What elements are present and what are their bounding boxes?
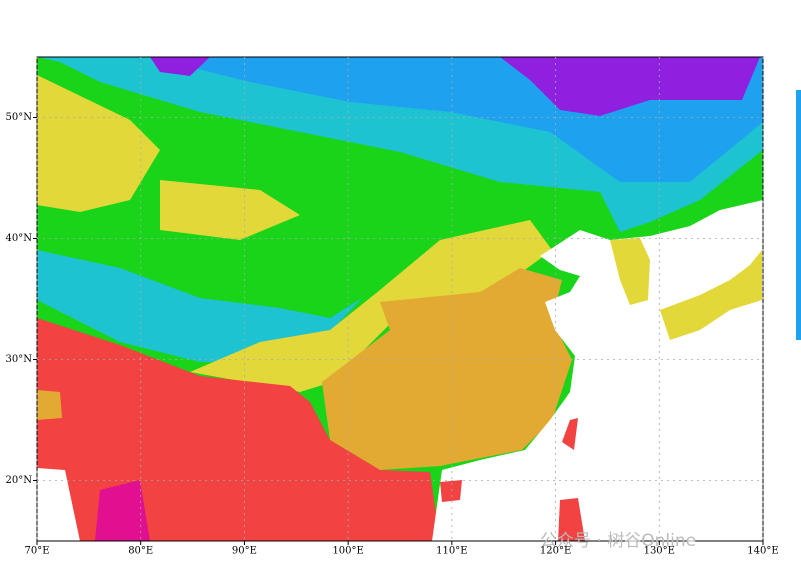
x-tick-label: 120°E <box>540 546 571 557</box>
x-tick-label: 90°E <box>232 546 257 557</box>
colorbar-edge <box>796 90 801 340</box>
hainan <box>440 480 462 502</box>
region-yellow <box>160 180 300 240</box>
region-yellow <box>190 220 552 392</box>
taiwan <box>562 418 578 450</box>
philippines <box>558 498 585 541</box>
korea <box>610 238 650 305</box>
x-tick-label: 140°E <box>747 546 778 557</box>
japan <box>660 250 762 340</box>
x-tick-label: 80°E <box>128 546 153 557</box>
y-tick-label: 40°N <box>6 233 33 244</box>
x-tick-label: 70°E <box>24 546 49 557</box>
region-cyan <box>37 250 362 362</box>
y-tick-label: 20°N <box>6 475 33 486</box>
region-magenta <box>95 480 150 541</box>
ocean <box>37 468 80 541</box>
y-tick-label: 50°N <box>6 112 33 123</box>
region-yellow <box>37 75 160 212</box>
watermark: 公众号 · 树谷Online <box>540 531 696 551</box>
region-purple <box>500 57 760 116</box>
region-purple <box>150 57 210 76</box>
region-orange <box>322 268 572 470</box>
x-tick-label: 100°E <box>332 546 363 557</box>
x-tick-label: 130°E <box>644 546 675 557</box>
x-tick-label: 110°E <box>436 546 467 557</box>
y-tick-label: 30°N <box>6 354 33 365</box>
field <box>37 57 763 541</box>
ocean <box>432 200 763 541</box>
region-orange <box>37 390 62 420</box>
